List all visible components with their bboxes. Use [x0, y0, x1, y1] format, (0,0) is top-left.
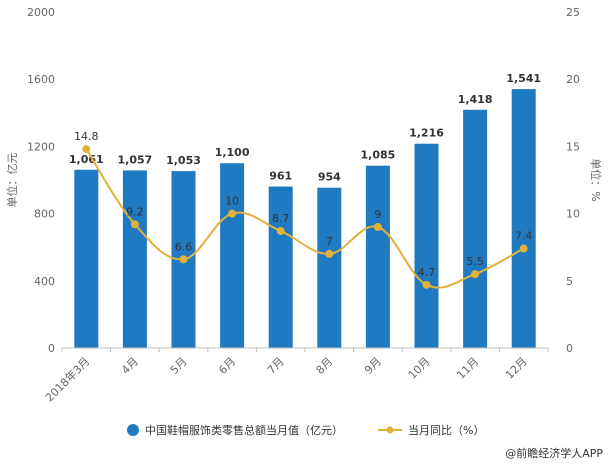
- legend-line-marker-dot: [387, 427, 394, 434]
- legend-bar-label: 中国鞋帽服饰类零售总额当月值（亿元）: [145, 423, 343, 437]
- chart-container: 0 400 800 1200 1600 2000 0 5 10 15 20 25 1,061 1,05…: [0, 0, 609, 465]
- y-tick-label: 1600: [27, 73, 55, 86]
- line-point: [520, 245, 528, 253]
- legend-bar-marker: [127, 424, 139, 436]
- line-value-label: 5.5: [466, 255, 484, 268]
- bar-value-label: 1,541: [506, 72, 541, 85]
- y-axis-title: 单位：亿元: [5, 153, 19, 208]
- y-tick-label: 0: [48, 342, 55, 355]
- bar-value-label: 1,053: [166, 154, 201, 167]
- bar: [123, 170, 147, 348]
- x-tick-label: 7月: [265, 355, 287, 377]
- bar-value-label: 961: [269, 170, 292, 183]
- y2-tick-label: 5: [566, 275, 573, 288]
- x-tick-label: 8月: [314, 355, 336, 377]
- line-point: [82, 145, 90, 153]
- line-point: [471, 270, 479, 278]
- right-axis: 0 5 10 15 20 25: [566, 6, 580, 355]
- line-value-label: 7: [326, 235, 333, 248]
- line-value-label: 9.2: [126, 205, 144, 218]
- bar: [269, 187, 293, 348]
- left-axis: 0 400 800 1200 1600 2000: [27, 6, 55, 355]
- legend-line-label: 当月同比（%）: [408, 423, 484, 437]
- bar-value-label: 1,085: [361, 149, 396, 162]
- line-point: [228, 210, 236, 218]
- line-path: [86, 149, 523, 288]
- bar: [463, 110, 487, 348]
- y2-tick-label: 15: [566, 140, 580, 153]
- x-tick-label: 9月: [362, 355, 384, 377]
- x-tick-label: 11月: [454, 355, 481, 382]
- bar: [74, 170, 98, 348]
- line-value-label: 9: [374, 208, 381, 221]
- bar-value-label: 1,061: [69, 153, 104, 166]
- bar-value-label: 1,100: [215, 146, 250, 159]
- bar-value-label: 1,216: [409, 127, 444, 140]
- bar: [317, 188, 341, 348]
- x-tick-label: 2018年3月: [42, 354, 92, 404]
- bar: [415, 144, 439, 348]
- bar: [512, 89, 536, 348]
- y2-tick-label: 25: [566, 6, 580, 19]
- y-tick-label: 1200: [27, 140, 55, 153]
- line-point: [277, 227, 285, 235]
- y2-axis-title: 单位：%: [589, 158, 603, 201]
- line-value-label: 8.7: [272, 212, 290, 225]
- line-value-label: 4.7: [418, 266, 436, 279]
- x-tick-label: 10月: [406, 355, 433, 382]
- line-point: [374, 223, 382, 231]
- bar-value-label: 954: [318, 171, 341, 184]
- line-value-label: 7.4: [515, 230, 533, 243]
- bar-value-label: 1,418: [458, 93, 493, 106]
- y-tick-label: 400: [34, 275, 55, 288]
- bar: [366, 166, 390, 348]
- line-point: [180, 255, 188, 263]
- bar-value-label: 1,057: [118, 153, 153, 166]
- line-value-label: 6.6: [175, 240, 193, 253]
- line-point: [325, 250, 333, 258]
- source-label: @前瞻经济学人APP: [505, 446, 603, 460]
- y-tick-label: 2000: [27, 6, 55, 19]
- bar: [220, 163, 244, 348]
- x-tick-label: 6月: [216, 355, 238, 377]
- y2-tick-label: 10: [566, 208, 580, 221]
- x-axis: 2018年3月 4月 5月 6月 7月 8月 9月 10月 11月 12月: [42, 348, 548, 404]
- x-tick-label: 4月: [119, 355, 141, 377]
- line-value-label: 14.8: [74, 130, 99, 143]
- x-tick-label: 12月: [503, 355, 530, 382]
- x-tick-label: 5月: [168, 355, 190, 377]
- y2-tick-label: 20: [566, 73, 580, 86]
- combo-chart: 0 400 800 1200 1600 2000 0 5 10 15 20 25 1,061 1,05…: [0, 0, 609, 465]
- y2-tick-label: 0: [566, 342, 573, 355]
- line-value-label: 10: [225, 195, 239, 208]
- legend: 中国鞋帽服饰类零售总额当月值（亿元） 当月同比（%）: [127, 423, 484, 437]
- y-tick-label: 800: [34, 208, 55, 221]
- line-point: [423, 281, 431, 289]
- line-point: [131, 220, 139, 228]
